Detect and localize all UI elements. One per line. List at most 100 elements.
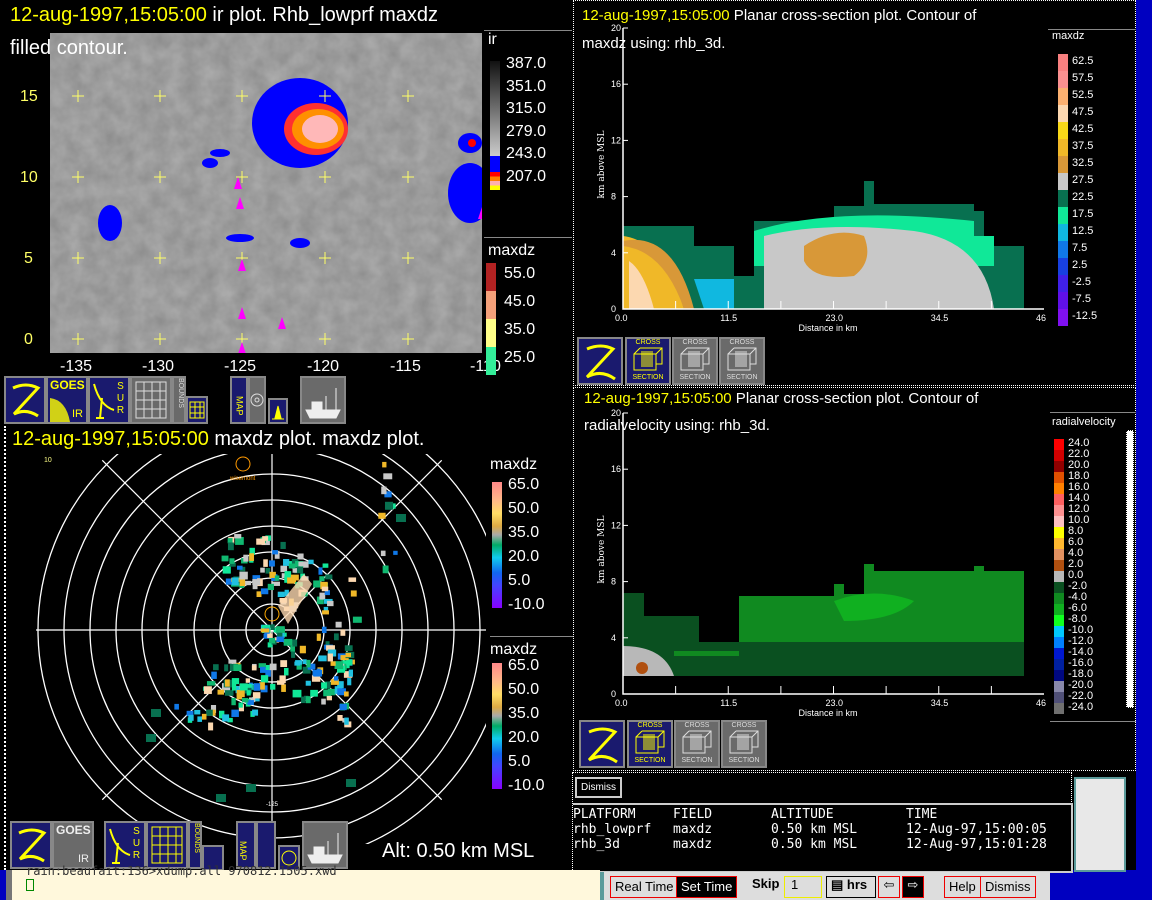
radar-echo: [292, 689, 302, 698]
legend-label: -14.0: [1068, 646, 1094, 658]
zeb-z-button[interactable]: [10, 821, 52, 869]
ir-satellite-image[interactable]: [50, 33, 482, 353]
unit-menu[interactable]: ▤ hrs: [826, 876, 876, 898]
wheel-button[interactable]: [256, 821, 276, 869]
radar-echo: [321, 586, 329, 592]
radar-echo: [222, 566, 231, 574]
ir-plot-title: 12-aug-1997,15:05:00 ir plot. Rhb_lowprf…: [10, 4, 438, 27]
buoy-button[interactable]: [268, 398, 288, 424]
cross-section-button[interactable]: CROSS SECTION: [672, 337, 718, 385]
radar-echo: [243, 580, 252, 586]
legend-label: 315.0: [506, 100, 547, 117]
y-tick-label: 8: [611, 577, 616, 587]
radar-echo: [350, 590, 357, 597]
legend-label: 12.5: [1072, 225, 1094, 237]
radar-echo: [280, 565, 288, 573]
legend-label: 20.0: [508, 548, 540, 565]
radar-echo: [260, 567, 265, 573]
ship-button[interactable]: [302, 821, 348, 869]
cross-section-button[interactable]: CROSS SECTION: [674, 720, 720, 768]
legend-swatch: [1058, 139, 1068, 156]
ir-label: IR: [72, 408, 83, 420]
legend-swatch: [1054, 483, 1064, 494]
legend-title: maxdz: [488, 242, 536, 259]
title-time: 12-aug-1997,15:05:00: [582, 7, 730, 24]
legend-swatch: [1054, 659, 1064, 670]
legend-label: 2.5: [1072, 259, 1088, 271]
cross-section-button[interactable]: CROSS SECTION: [721, 720, 767, 768]
legend-label: 14.0: [1068, 492, 1090, 504]
legend-label: 2.0: [1068, 558, 1084, 570]
maxdz-cross-section-plot[interactable]: 0 4 8 12 16 20 0.0 11.5 23.0 34.5 46 Distance in km…: [574, 21, 1136, 331]
legend-swatch: [1058, 241, 1068, 258]
scrollbar[interactable]: [1126, 430, 1134, 708]
radar-echo: [306, 659, 311, 668]
legend-colorbar: [492, 663, 502, 789]
help-button[interactable]: Help: [944, 876, 981, 898]
radar-echo: [239, 683, 248, 691]
terminal-window[interactable]: rain:beaufait:136>xdump.all 970812.1505.…: [6, 865, 600, 900]
legend-colorbar: [490, 61, 500, 156]
grid-cross: [72, 252, 84, 264]
grid-icon: [135, 381, 167, 419]
legend-label: 52.5: [1072, 89, 1094, 101]
set-time-button[interactable]: Set Time: [676, 876, 738, 898]
cross-section-button[interactable]: CROSS SECTION: [719, 337, 765, 385]
radar-echo: [259, 682, 265, 690]
grid-icon: [151, 826, 183, 864]
title-time: 12-aug-1997,15:05:00: [10, 4, 207, 26]
contour-fill: [834, 593, 914, 621]
radar-legend-1: maxdz 65.0 50.0 35.0 20.0 5.0 -10.0: [490, 456, 574, 636]
radar-echo: [267, 583, 274, 591]
goes-ir-button[interactable]: GOES IR: [46, 376, 88, 424]
info-dismiss-button[interactable]: Dismiss: [575, 777, 622, 798]
legend-label: 243.0: [506, 145, 547, 162]
real-time-button[interactable]: Real Time: [610, 876, 679, 898]
dismiss-button[interactable]: Dismiss: [980, 876, 1036, 898]
buoy-marker: [478, 207, 482, 219]
step-back-button[interactable]: ⇦: [878, 876, 900, 898]
radar-ppi-plot[interactable]: wisemont 10 -125: [6, 454, 486, 844]
velocity-cross-section-plot[interactable]: 0 4 8 12 16 20 0.0 11.5 23.0 34.5 46 Distance in km…: [574, 406, 1136, 716]
radar-echo: [327, 649, 337, 657]
zeb-z-button[interactable]: [579, 720, 625, 768]
zeb-z-button[interactable]: [4, 376, 46, 424]
goes-ir-button[interactable]: GOES IR: [52, 821, 94, 869]
radar-echo: [291, 651, 296, 658]
bounds-button[interactable]: BOUNDS: [188, 821, 202, 869]
ship-button[interactable]: [300, 376, 346, 424]
grid-overlay-button[interactable]: [146, 821, 188, 869]
skip-input[interactable]: 1: [784, 876, 822, 898]
ir-label: IR: [78, 853, 89, 865]
radar-legend-2: maxdz 65.0 50.0 35.0 20.0 5.0 -10.0: [490, 636, 574, 816]
radar-echo: [265, 535, 271, 541]
legend-label: 65.0: [508, 657, 540, 674]
step-forward-button[interactable]: ⇨: [902, 876, 924, 898]
radar-echo: [290, 574, 299, 581]
zeb-z-button[interactable]: [577, 337, 623, 385]
arrow-right-icon: ⇨: [907, 877, 919, 892]
y-tick-label: 0: [611, 689, 616, 699]
bounds-button[interactable]: BOUNDS: [172, 376, 186, 424]
ir-plot-window: 12-aug-1997,15:05:00 ir plot. Rhb_lowprf…: [0, 0, 572, 425]
legend-swatch: [490, 156, 500, 172]
grid-overlay-button[interactable]: [130, 376, 172, 424]
legend-swatch: [1058, 258, 1068, 275]
cube-icon: [682, 730, 712, 754]
radar-echo: [326, 695, 332, 701]
map-button[interactable]: MAP: [236, 821, 256, 869]
surveillance-button[interactable]: SUR: [88, 376, 130, 424]
wheel-button[interactable]: [248, 376, 266, 424]
buoy-marker: [278, 317, 286, 329]
radar-echo: [292, 639, 298, 647]
small-grid-button[interactable]: [186, 396, 208, 424]
radar-echo: [308, 559, 314, 565]
radar-echo: [281, 573, 287, 579]
map-button[interactable]: MAP: [230, 376, 248, 424]
legend-label: 35.0: [504, 321, 536, 338]
x-tick-label: 34.5: [931, 313, 949, 323]
cross-section-button[interactable]: CROSS SECTION: [627, 720, 673, 768]
cross-section-button[interactable]: CROSS SECTION: [625, 337, 671, 385]
radar-echo: [288, 563, 296, 569]
surveillance-button[interactable]: SUR: [104, 821, 146, 869]
